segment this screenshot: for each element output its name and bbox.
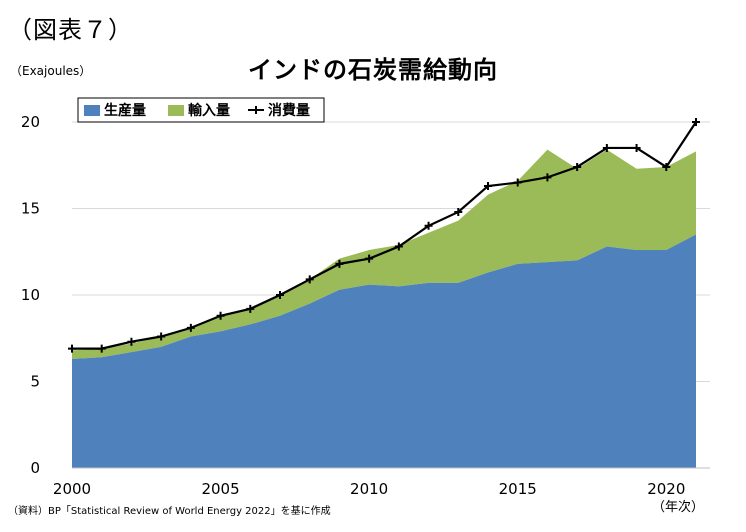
consumption-point-2019 <box>632 143 641 152</box>
legend-swatch-imports <box>168 105 184 116</box>
consumption-point-2008 <box>305 275 314 284</box>
x-tick-label-2020: 2020 <box>647 480 685 498</box>
y-tick-label-20: 20 <box>21 113 40 131</box>
consumption-point-2011 <box>394 242 403 251</box>
consumption-point-2007 <box>276 291 284 299</box>
consumption-point-2003 <box>157 332 166 341</box>
legend: 生産量 輸入量 消費量 <box>77 97 325 123</box>
consumption-point-2021 <box>692 118 700 126</box>
consumption-point-2012 <box>424 221 433 230</box>
production-area <box>72 234 696 468</box>
legend-swatch-production <box>84 105 100 116</box>
consumption-point-2015 <box>513 178 522 187</box>
consumption-point-2010 <box>365 254 374 263</box>
axes: 0 5 10 15 20 2000 2005 2010 2015 2020 <box>21 113 710 498</box>
legend-label-production: 生産量 <box>104 102 146 119</box>
y-tick-label-10: 10 <box>21 286 40 304</box>
y-axis-unit-label: （Exajoules） <box>10 64 92 78</box>
consumption-point-2004 <box>186 323 195 332</box>
legend-box <box>77 97 325 123</box>
x-tick-label-2005: 2005 <box>201 480 239 498</box>
consumption-line-series <box>68 118 700 353</box>
x-tick-label-2000: 2000 <box>53 480 91 498</box>
x-axis-unit-label: （年次） <box>652 500 705 515</box>
consumption-point-2005 <box>216 311 225 320</box>
consumption-point-2018 <box>602 143 611 152</box>
chart-title: インドの石炭需給動向 <box>248 56 498 84</box>
figure-label: （図表７） <box>8 16 133 44</box>
imports-area <box>72 149 696 360</box>
y-tick-label-0: 0 <box>30 459 40 477</box>
consumption-point-2014 <box>484 182 492 191</box>
area-series <box>72 149 696 468</box>
consumption-line <box>72 121 697 350</box>
consumption-point-2009 <box>335 259 344 268</box>
y-tick-label-15: 15 <box>21 200 40 218</box>
consumption-point-2016 <box>543 173 552 182</box>
consumption-point-2013 <box>454 207 463 216</box>
consumption-point-2002 <box>127 337 136 346</box>
source-note: （資料）BP「Statistical Review of World Energ… <box>8 506 331 517</box>
x-tick-label-2010: 2010 <box>350 480 388 498</box>
consumption-point-2001 <box>97 344 106 353</box>
consumption-point-2020 <box>662 162 671 171</box>
consumption-point-2006 <box>246 304 255 313</box>
legend-label-consumption: 消費量 <box>268 102 310 119</box>
consumption-point-2017 <box>573 162 582 171</box>
y-tick-label-5: 5 <box>30 373 40 391</box>
consumption-point-2000 <box>68 344 76 353</box>
x-tick-label-2015: 2015 <box>499 480 537 498</box>
legend-label-imports: 輸入量 <box>188 102 230 119</box>
